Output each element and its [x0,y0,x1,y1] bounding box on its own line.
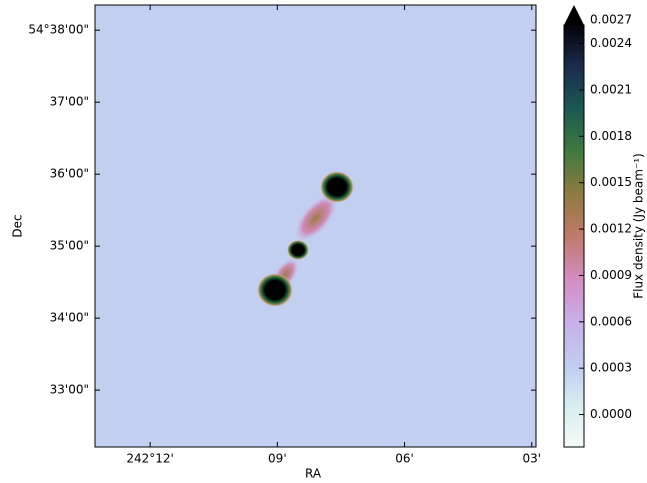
source [257,273,293,307]
colorbar-tick-label: 0.0003 [590,361,632,375]
y-tick-label: 33'00" [50,383,89,397]
y-tick-label: 37'00" [50,95,89,109]
colorbar-tick-label: 0.0000 [590,407,632,421]
colorbar-label: Flux density (Jy beam⁻¹) [632,153,646,299]
x-tick-label: 242°12' [126,452,173,466]
x-tick-label: 06' [395,452,414,466]
colorbar-tick-label: 0.0012 [590,222,632,236]
colorbar-tick-label: 0.0021 [590,82,632,96]
colorbar-extend [564,5,584,25]
colorbar-tick-label: 0.0006 [590,314,632,328]
source [287,240,309,260]
x-tick-label: 03' [522,452,541,466]
chart: RA Dec Flux density (Jy beam⁻¹) 0.0027 2… [0,0,647,483]
x-axis-label: RA [305,467,322,481]
colorbar-tick-label: 0.0024 [590,36,632,50]
x-tick-label: 09' [268,452,287,466]
colorbar [564,25,584,447]
y-tick-label: 54°38'00" [28,23,89,37]
source [320,171,354,203]
colorbar-tick-label: 0.0009 [590,268,632,282]
y-tick-label: 34'00" [50,311,89,325]
y-tick-label: 36'00" [50,167,89,181]
y-tick-label: 35'00" [50,239,89,253]
colorbar-tick-label: 0.0018 [590,129,632,143]
colorbar-extend-label: 0.0027 [590,13,632,27]
y-axis-label: Dec [11,214,25,237]
colorbar-tick-label: 0.0015 [590,175,632,189]
